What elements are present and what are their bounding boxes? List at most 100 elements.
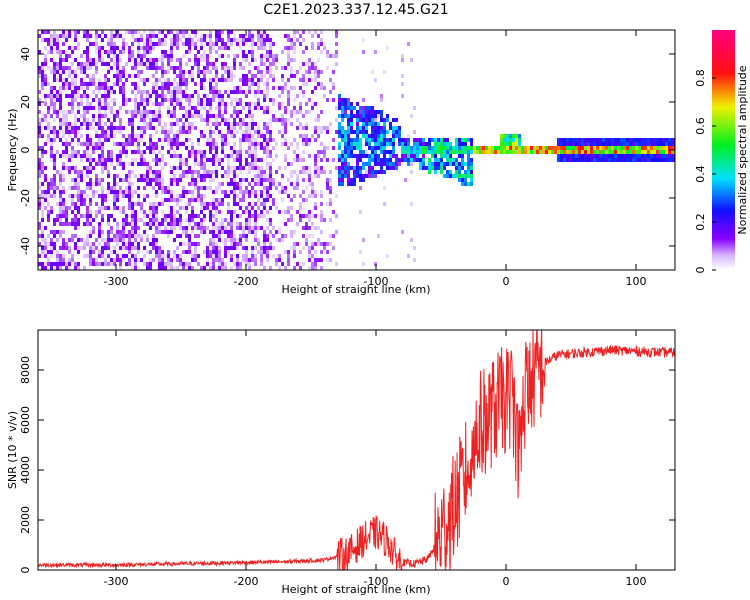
spectrogram-cell [428, 150, 431, 154]
spectrogram-cell [101, 134, 104, 138]
spectrogram-cell [38, 130, 41, 134]
spectrogram-x-label: Height of straight line (km) [281, 283, 430, 296]
spectrogram-cell [209, 114, 212, 118]
spectrogram-cell [176, 82, 179, 86]
spectrogram-cell [383, 162, 386, 166]
spectrogram-cell [503, 146, 506, 150]
spectrogram-cell [86, 94, 89, 98]
spectrogram-cell [149, 242, 152, 246]
spectrogram-cell [278, 258, 281, 262]
spectrogram-cell [302, 262, 305, 266]
spectrogram-cell [290, 218, 293, 222]
spectrogram-y-label: Frequency (Hz) [6, 109, 19, 192]
spectrogram-cell [296, 126, 299, 130]
spectrogram-cell [413, 154, 416, 158]
snr-y-tick-label: 0 [19, 567, 32, 574]
spectrogram-cell [185, 210, 188, 214]
spectrogram-cell [626, 146, 629, 150]
spectrogram-cell [182, 114, 185, 118]
spectrogram-cell [182, 122, 185, 126]
spectrogram-cell [161, 178, 164, 182]
spectrogram-cell [197, 58, 200, 62]
spectrogram-cell [158, 222, 161, 226]
spectrogram-cell [164, 94, 167, 98]
spectrogram-cell [650, 138, 653, 142]
spectrogram-cell [311, 62, 314, 66]
spectrogram-cell [212, 142, 215, 146]
spectrogram-cell [251, 78, 254, 82]
spectrogram-cell [287, 58, 290, 62]
spectrogram-cell [65, 86, 68, 90]
spectrogram-cell [266, 90, 269, 94]
spectrogram-cell [140, 54, 143, 58]
spectrogram-cell [542, 146, 545, 150]
spectrogram-cell [254, 226, 257, 230]
spectrogram-cell [71, 146, 74, 150]
spectrogram-cell [107, 154, 110, 158]
spectrogram-cell [89, 154, 92, 158]
spectrogram-cell [311, 46, 314, 50]
spectrogram-cell [248, 122, 251, 126]
spectrogram-cell [185, 202, 188, 206]
spectrogram-cell [113, 238, 116, 242]
spectrogram-cell [359, 250, 362, 254]
spectrogram-cell [206, 262, 209, 266]
spectrogram-cell [170, 170, 173, 174]
spectrogram-cell [302, 214, 305, 218]
spectrogram-cell [269, 66, 272, 70]
spectrogram-cell [362, 134, 365, 138]
spectrogram-cell [53, 102, 56, 106]
spectrogram-cell [194, 182, 197, 186]
spectrogram-cell [395, 166, 398, 170]
spectrogram-cell [140, 178, 143, 182]
spectrogram-cell [68, 102, 71, 106]
spectrogram-cell [179, 38, 182, 42]
spectrogram-cell [407, 146, 410, 150]
spectrogram-cell [239, 38, 242, 42]
spectrogram-cell [86, 126, 89, 130]
spectrogram-cell [107, 62, 110, 66]
spectrogram-cell [218, 38, 221, 42]
spectrogram-cell [44, 54, 47, 58]
spectrogram-cell [470, 166, 473, 170]
spectrogram-cell [68, 262, 71, 266]
spectrogram-cell [50, 206, 53, 210]
spectrogram-cell [131, 210, 134, 214]
snr-x-tick-label: 0 [503, 575, 510, 588]
spectrogram-cell [557, 154, 560, 158]
spectrogram-cell [209, 78, 212, 82]
spectrogram-cell [254, 130, 257, 134]
spectrogram-cell [74, 150, 77, 154]
spectrogram-cell [341, 110, 344, 114]
spectrogram-cell [470, 146, 473, 150]
spectrogram-cell [383, 170, 386, 174]
spectrogram-cell [308, 166, 311, 170]
spectrogram-cell [347, 114, 350, 118]
spectrogram-cell [215, 38, 218, 42]
spectrogram-cell [266, 178, 269, 182]
spectrogram-cell [248, 226, 251, 230]
spectrogram-cell [77, 222, 80, 226]
spectrogram-cell [170, 42, 173, 46]
spectrogram-cell [74, 170, 77, 174]
spectrogram-cell [326, 202, 329, 206]
spectrogram-cell [83, 114, 86, 118]
spectrogram-cell [176, 34, 179, 38]
spectrogram-cell [374, 138, 377, 142]
spectrogram-cell [173, 214, 176, 218]
spectrogram-cell [404, 150, 407, 154]
spectrogram-cell [107, 118, 110, 122]
spectrogram-cell [389, 122, 392, 126]
spectrogram-cell [164, 266, 167, 270]
spectrogram-cell [461, 142, 464, 146]
spectrogram-cell [254, 138, 257, 142]
spectrogram-cell [173, 226, 176, 230]
spectrogram-cell [263, 126, 266, 130]
spectrogram-cell [440, 154, 443, 158]
spectrogram-cell [44, 254, 47, 258]
spectrogram-cell [329, 242, 332, 246]
spectrogram-cell [89, 258, 92, 262]
spectrogram-cell [221, 38, 224, 42]
spectrogram-cell [374, 154, 377, 158]
spectrogram-cell [104, 194, 107, 198]
